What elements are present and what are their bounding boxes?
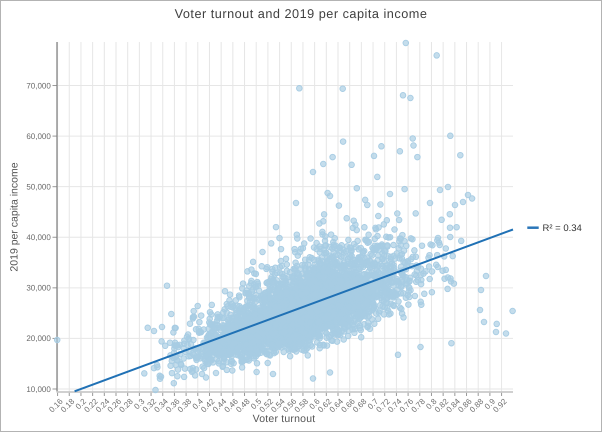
- svg-text:Voter turnout: Voter turnout: [253, 413, 316, 425]
- svg-text:R² = 0.34: R² = 0.34: [543, 223, 582, 234]
- svg-text:30,000: 30,000: [26, 284, 51, 293]
- svg-text:2019 per capita income: 2019 per capita income: [9, 162, 21, 271]
- svg-text:50,000: 50,000: [26, 182, 51, 191]
- svg-text:40,000: 40,000: [26, 233, 51, 242]
- svg-text:Voter turnout and 2019 per cap: Voter turnout and 2019 per capita income: [175, 7, 428, 21]
- svg-text:10,000: 10,000: [26, 385, 51, 394]
- svg-text:70,000: 70,000: [26, 81, 51, 90]
- svg-text:20,000: 20,000: [26, 334, 51, 343]
- svg-text:60,000: 60,000: [26, 132, 51, 141]
